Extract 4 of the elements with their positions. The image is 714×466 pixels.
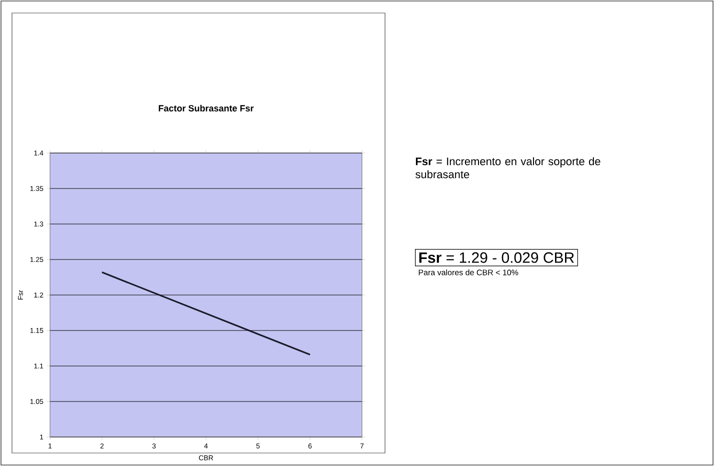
chart-title: Factor Subrasante Fsr [158, 104, 254, 112]
text: Para valores de CBR < 10% [418, 269, 518, 276]
text: Fsr = 1.29 - 0.029 CBR [419, 252, 574, 263]
text: Fsr = Incremento en valor soporte de subrasante [416, 157, 600, 178]
